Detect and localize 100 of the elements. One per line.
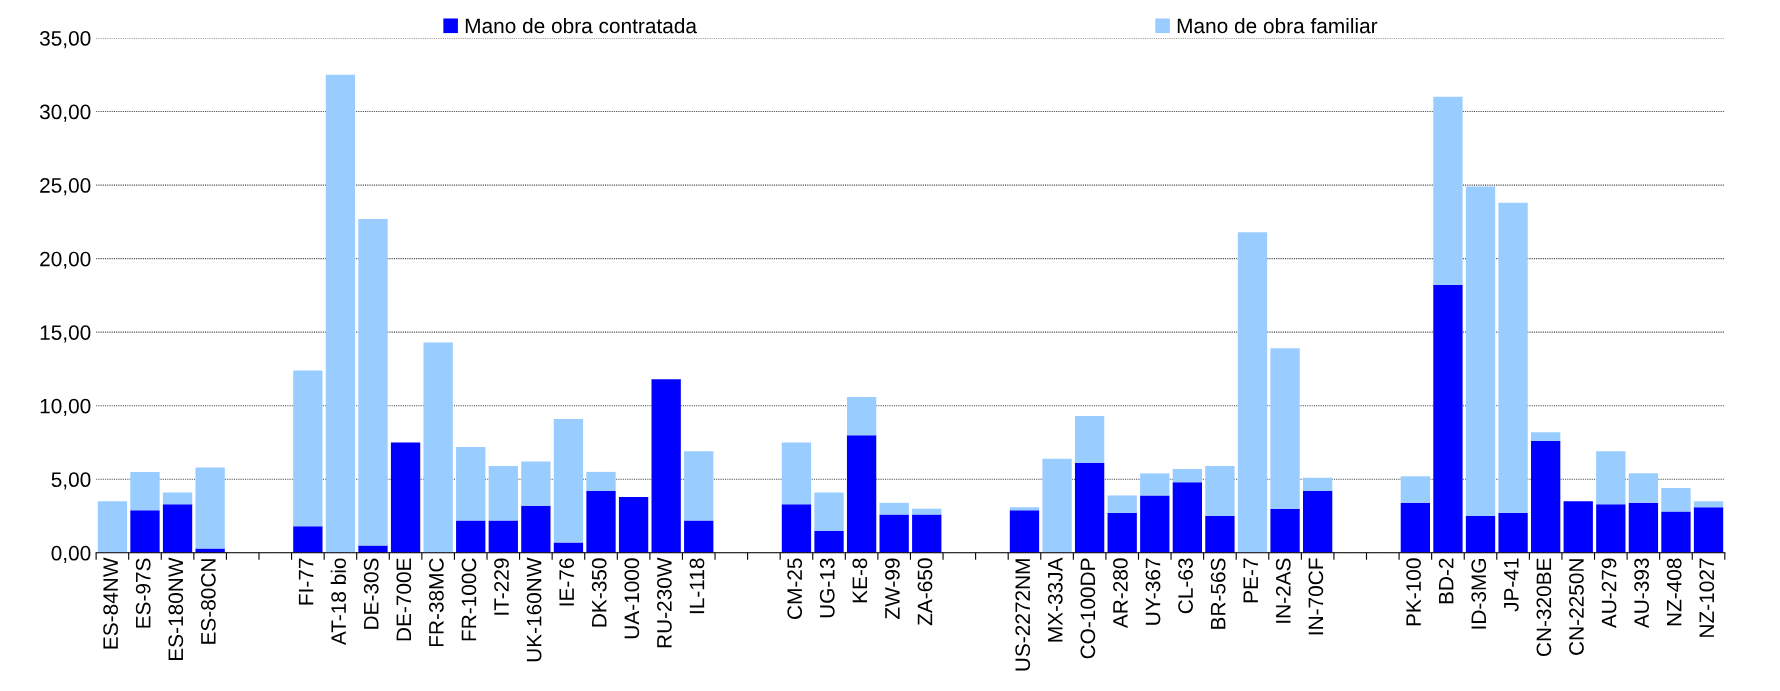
x-tick-label: BR-56S [1210, 558, 1226, 629]
bar [684, 520, 714, 553]
bar [1009, 507, 1040, 511]
x-tick-label: IN-2AS [1275, 558, 1291, 623]
y-tick-label: 0,00 [51, 545, 91, 564]
x-tick-label: AU-279 [1601, 558, 1617, 629]
bar [1270, 348, 1300, 509]
bar [1433, 285, 1463, 553]
legend-label: Mano de obra contratada [465, 17, 697, 34]
y-tick-label: 35,00 [39, 31, 91, 49]
bar [293, 370, 323, 527]
x-tick-label: KE-8 [852, 558, 868, 603]
bar [358, 545, 388, 553]
bar [1531, 432, 1561, 442]
bar [1693, 507, 1724, 553]
y-tick-label: 30,00 [39, 104, 91, 122]
bar [1596, 451, 1626, 505]
x-tick-label: ZW-99 [885, 558, 900, 619]
x-tick-label: DK-350 [591, 558, 607, 627]
bar [1498, 202, 1528, 514]
bar [358, 218, 388, 546]
bar [1563, 501, 1593, 553]
bar [618, 496, 649, 553]
x-tick-label: IE-76 [559, 558, 575, 606]
x-tick-label: UK-160NW [526, 557, 542, 662]
bar [195, 467, 225, 549]
x-tick-label: ES-180NW [168, 557, 184, 661]
bar [1400, 476, 1431, 503]
x-tick-label: FR-100C [461, 558, 477, 641]
x-tick-label: DE-700E [396, 558, 412, 641]
bar [423, 342, 453, 553]
bar [1107, 513, 1137, 553]
x-tick-label: AT-18 bio [330, 558, 347, 646]
bar [521, 461, 551, 506]
bar [1661, 488, 1691, 512]
bar [1172, 468, 1203, 483]
bar [325, 74, 356, 553]
bar [1042, 458, 1072, 553]
bar [1531, 441, 1561, 553]
x-tick-label: IN-70CF [1308, 558, 1324, 635]
bar [846, 435, 877, 553]
bar [586, 471, 616, 492]
bar [130, 471, 160, 511]
x-tick-label: PK-100 [1406, 558, 1421, 626]
bar [651, 379, 681, 553]
bar [488, 520, 518, 553]
bar [1074, 416, 1105, 464]
bar [879, 502, 909, 515]
bar [1009, 510, 1040, 553]
bar [814, 492, 844, 531]
bar [912, 508, 942, 515]
bar [1465, 186, 1496, 517]
x-tick-label: US-2272NM [1015, 559, 1031, 671]
bar [1302, 477, 1333, 492]
bar [1172, 482, 1203, 553]
y-tick-label: 25,00 [40, 178, 91, 196]
x-tick-label: RU-230W [657, 557, 672, 648]
bar [488, 466, 518, 521]
bar [1205, 466, 1235, 517]
y-tick-label: 15,00 [40, 325, 91, 343]
bar [1596, 504, 1626, 553]
x-tick-label: CN-320BE [1536, 558, 1552, 657]
bar [1107, 495, 1137, 514]
bar [195, 548, 225, 553]
x-tick-label: CM-25 [787, 558, 803, 619]
x-tick-label: ID-3MG [1471, 559, 1487, 629]
bar [1400, 502, 1431, 553]
bar [814, 530, 844, 553]
bar [97, 501, 128, 553]
bar [1628, 502, 1659, 553]
x-tick-label: UA-1000 [624, 558, 640, 639]
bar [1270, 508, 1300, 553]
x-tick-label: BD-2 [1438, 558, 1454, 604]
x-tick-label: ZA-650 [917, 558, 933, 626]
bar [1693, 501, 1724, 508]
bar [781, 442, 812, 505]
bar [1433, 96, 1463, 286]
bar [456, 446, 486, 521]
bar [521, 505, 551, 553]
x-tick-label: DE-30S [363, 558, 379, 629]
bar [456, 520, 486, 553]
x-tick-label: CL-63 [1178, 558, 1193, 614]
x-tick-label: CO-100DP [1080, 558, 1096, 659]
x-tick-label: FR-38MC [428, 558, 444, 647]
bar [1237, 232, 1268, 553]
bar [130, 510, 160, 553]
bar [390, 442, 421, 553]
bar [1302, 491, 1333, 553]
bar [846, 396, 877, 436]
x-tick-label: MX-33JA [1047, 557, 1063, 642]
x-tick-label: CN-2250N [1569, 559, 1584, 655]
bar [1465, 516, 1496, 553]
y-tick-label: 20,00 [40, 251, 91, 269]
bar [1205, 516, 1235, 553]
x-tick-label: AU-393 [1634, 558, 1649, 629]
bar [553, 418, 584, 543]
bar [1140, 473, 1170, 496]
x-tick-label: FI-77 [298, 558, 314, 605]
x-tick-label: PE-7 [1243, 558, 1258, 603]
x-tick-label: AR-280 [1113, 558, 1128, 629]
